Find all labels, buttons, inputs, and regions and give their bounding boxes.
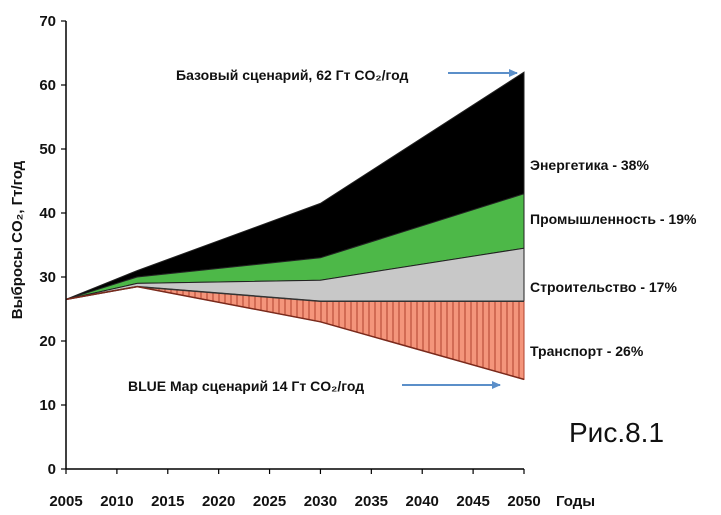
label-buildings: Строительство - 17% [530,279,677,295]
chart-areas [65,71,525,381]
chart-labels: Годы Выбросы CO₂, Гт/год Энергетика - 38% П… [9,67,697,510]
y-tick-label: 40 [39,205,56,222]
y-tick-label: 10 [39,397,56,414]
label-energy: Энергетика - 38% [530,157,649,173]
x-tick-label: 2045 [456,493,489,510]
x-tick-label: 2025 [253,493,286,510]
y-tick-label: 0 [48,461,56,478]
y-tick-label: 30 [39,269,56,286]
boundary-blue-map [65,285,525,381]
y-tick-label: 50 [39,141,56,158]
blue-map-annotation: BLUE Map сценарий 14 Гт CO₂/год [128,378,364,394]
y-tick-label: 20 [39,333,56,350]
x-tick-label: 2010 [100,493,133,510]
x-tick-label: 2005 [49,493,82,510]
figure-caption: Рис.8.1 [569,417,664,448]
y-tick-label: 60 [39,77,56,94]
label-transport: Транспорт - 26% [530,343,644,359]
x-tick-label: 2035 [355,493,388,510]
y-axis-title: Выбросы CO₂, Гт/год [9,160,26,319]
x-tick-label: 2050 [507,493,540,510]
baseline-annotation: Базовый сценарий, 62 Гт CO₂/год [176,67,408,83]
x-tick-label: 2015 [151,493,184,510]
label-industry: Промышленность - 19% [530,211,697,227]
x-tick-label: 2030 [304,493,337,510]
x-axis-title: Годы [556,493,595,510]
x-tick-label: 2020 [202,493,235,510]
y-tick-label: 70 [39,13,56,30]
x-tick-label: 2040 [406,493,439,510]
